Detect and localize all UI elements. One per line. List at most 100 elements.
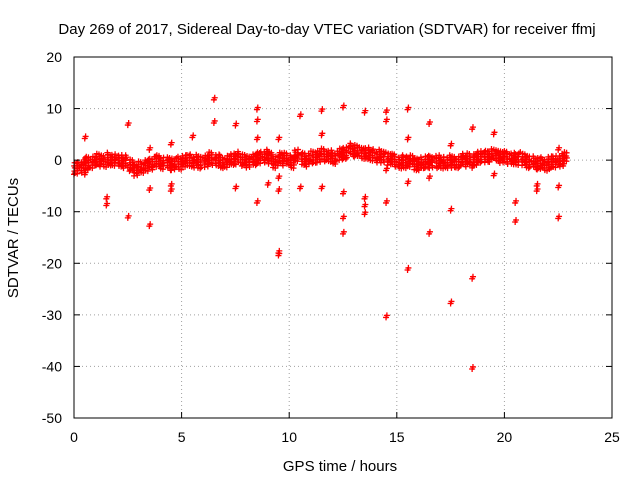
band-point [180,159,187,166]
outlier-point [168,139,175,146]
band-point [255,151,262,158]
outlier-point [534,180,541,187]
y-tick-label: -10 [42,204,62,220]
outlier-point [340,102,347,109]
outlier-point [556,213,563,220]
outlier-point [297,111,304,118]
band-point [299,149,306,156]
y-tick-label: -20 [42,255,62,271]
band-point [367,148,374,155]
band-point [187,151,194,158]
outlier-point [469,363,476,370]
band-point [246,163,253,170]
band-point [72,170,79,177]
band-point [254,159,261,166]
x-axis-label: GPS time / hours [283,458,397,475]
outlier-point [125,212,132,219]
band-point [479,150,486,157]
band-point [184,162,191,169]
band-point [76,163,83,170]
outlier-point [254,104,261,111]
outlier-point [233,120,240,127]
outlier-point [426,118,433,125]
band-point [415,167,422,174]
band-point [277,151,284,158]
chart-title: Day 269 of 2017, Sidereal Day-to-day VTE… [58,21,595,38]
outlier-point [82,169,89,176]
band-point [471,153,478,160]
outlier-point [319,130,326,137]
band-point [221,163,228,170]
y-axis-label: SDTVAR / TECUs [5,178,22,298]
outlier-point [297,183,304,190]
data-points [71,94,570,373]
band-point [210,156,217,163]
outlier-point [405,104,412,111]
band-point [389,152,396,159]
outlier-point [448,298,455,305]
outlier-point [265,179,272,186]
outlier-point [556,144,563,151]
band-point [100,163,107,170]
gridlines [74,57,612,418]
band-point [173,155,180,162]
outlier-point [469,273,476,280]
band-point [539,161,546,168]
band-point [550,163,557,170]
band-point [486,155,493,162]
band-point [165,156,172,163]
outlier-point [469,162,476,169]
band-point [246,155,253,162]
band-point [330,160,337,167]
band-point [270,161,277,168]
outlier-point [168,186,175,193]
band-point [404,159,411,166]
outlier-point [534,186,541,193]
outlier-point [233,183,240,190]
outlier-point [448,140,455,147]
y-tick-label: 20 [46,49,62,65]
band-point [232,161,239,168]
band-point [464,160,471,167]
band-point [396,161,403,168]
outlier-point [125,120,132,127]
x-tick-label: 10 [281,429,297,445]
band-point [449,158,456,165]
outlier-point [190,132,197,139]
outlier-point [104,193,111,200]
band-point [303,163,310,170]
y-tick-label: -50 [42,410,62,426]
outlier-point [362,209,369,216]
outlier-point [362,193,369,200]
outlier-point [254,134,261,141]
band-point [127,166,134,173]
band-point [314,153,321,160]
outlier-point [147,184,154,191]
band-point [195,153,202,160]
band-point [233,153,240,160]
outlier-point [448,205,455,212]
y-tick-label: 10 [46,101,62,117]
outlier-point [383,312,390,319]
band-point [217,164,224,171]
axis-ticks: 0 5 10 15 20 25 -50 -40 -30 -20 -10 0 10 20 [42,49,620,445]
outlier-point [319,106,326,113]
outlier-point [426,173,433,180]
outlier-point [319,183,326,190]
band-point [288,164,295,171]
x-tick-label: 15 [389,429,405,445]
outlier-point [276,134,283,141]
outlier-point [340,228,347,235]
outlier-point [104,200,111,207]
outlier-point [513,216,520,223]
outlier-point [211,94,218,101]
outlier-point [340,213,347,220]
outlier-point [254,197,261,204]
band-point [345,144,352,151]
band-point [109,162,116,169]
band-point [422,163,429,170]
x-tick-label: 5 [178,429,186,445]
y-tick-label: 0 [54,152,62,168]
outlier-point [383,197,390,204]
band-point [279,162,286,169]
